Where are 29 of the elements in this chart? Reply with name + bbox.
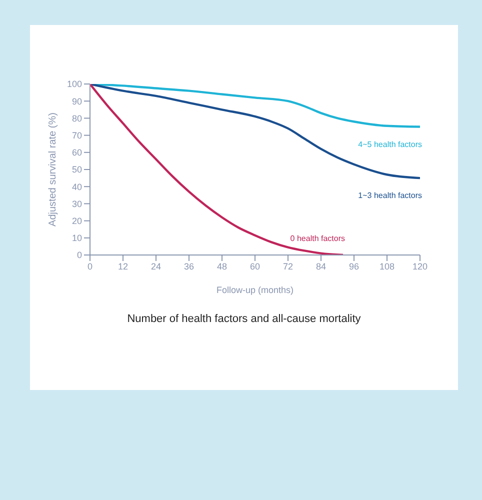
x-tick-label: 108: [379, 261, 395, 272]
x-axis-title: Follow-up (months): [216, 285, 294, 295]
x-tick-label: 60: [250, 261, 260, 272]
x-tick-label: 84: [316, 261, 326, 272]
y-tick-label: 70: [72, 130, 82, 140]
y-tick-label: 30: [72, 198, 82, 209]
y-tick-label: 60: [72, 148, 82, 158]
y-axis-title: Adjusted survival rate (%): [48, 112, 59, 226]
x-tick-label: 120: [412, 261, 428, 272]
x-tick-label: 0: [87, 261, 93, 272]
line-series: [90, 84, 420, 180]
y-tick-label: 20: [72, 216, 82, 226]
series-label: 0 health factors: [290, 234, 345, 243]
series-label: 1~3 health factors: [358, 191, 422, 200]
x-tick-label: 24: [150, 261, 162, 272]
y-tick-label: 50: [72, 164, 82, 175]
y-tick-label: 0: [76, 250, 82, 260]
x-tick-label: 48: [216, 261, 228, 272]
x-tick-label: 12: [118, 261, 128, 272]
y-tick-label: 80: [72, 113, 82, 124]
y-tick-label: 10: [72, 233, 82, 244]
y-tick-label: 90: [72, 96, 82, 106]
series-label: 4~5 health factors: [358, 140, 422, 149]
y-tick-label: 40: [72, 182, 82, 192]
x-tick-label: 36: [184, 261, 194, 272]
text: Number of health factors and all-cause mortality: [126, 313, 362, 325]
x-tick-label: 72: [282, 261, 294, 272]
y-tick-label: 100: [66, 79, 82, 90]
x-tick-label: 96: [348, 261, 360, 272]
